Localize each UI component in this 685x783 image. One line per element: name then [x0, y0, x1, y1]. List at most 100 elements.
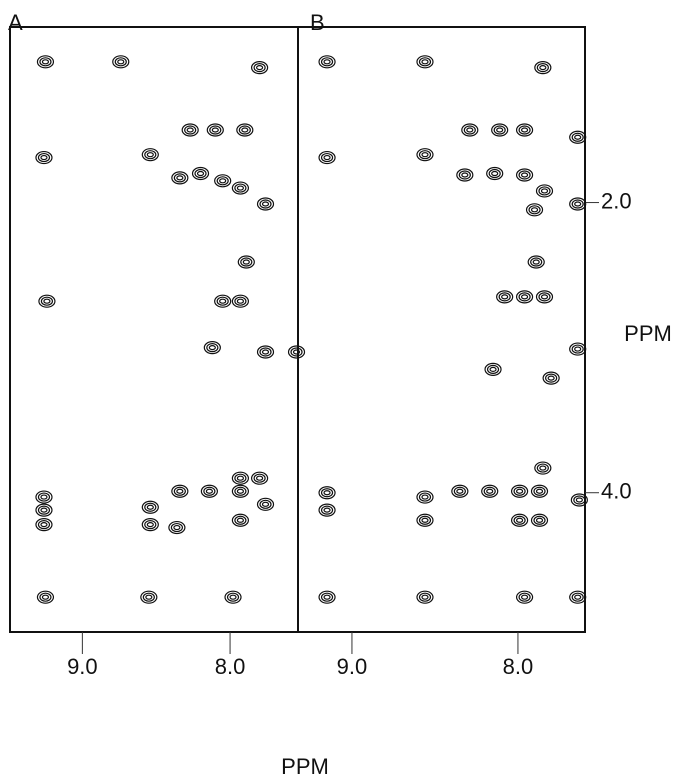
contour [214, 174, 232, 188]
contour [35, 503, 53, 517]
peak [171, 484, 189, 498]
panel-frame [9, 26, 299, 633]
contour [488, 168, 501, 179]
contour [569, 590, 587, 604]
peak [287, 345, 306, 359]
peak [416, 148, 434, 162]
peak [491, 123, 509, 137]
peak [140, 590, 158, 604]
peak [231, 471, 249, 485]
contour [540, 188, 549, 194]
contour [520, 127, 529, 133]
contour [237, 255, 255, 269]
contour [144, 502, 157, 512]
contour [418, 592, 432, 602]
contour [40, 507, 48, 513]
contour [112, 55, 130, 69]
contour [256, 497, 275, 511]
contour [323, 490, 331, 496]
contour [569, 130, 587, 144]
peak [35, 490, 53, 504]
contour [203, 486, 216, 496]
peak [484, 362, 502, 376]
contour [40, 296, 54, 306]
contour [37, 520, 51, 530]
contour [219, 178, 227, 184]
contour [532, 259, 540, 265]
x-axis-label: PPM [281, 754, 329, 779]
peak [112, 55, 130, 69]
contour [259, 347, 272, 357]
peak [486, 166, 504, 181]
peak [534, 61, 552, 75]
contour [527, 255, 545, 269]
contour [39, 57, 52, 67]
contour [493, 125, 506, 135]
contour [231, 471, 249, 485]
contour [36, 55, 55, 69]
contour [231, 513, 249, 527]
contour [518, 170, 531, 180]
contour [416, 148, 434, 162]
contour [191, 166, 210, 181]
peak [206, 123, 224, 137]
contour [35, 518, 53, 532]
peak [569, 590, 587, 604]
contour [489, 366, 497, 372]
contour [573, 495, 586, 505]
contour [234, 515, 247, 525]
contour [229, 594, 237, 600]
contour [418, 150, 432, 160]
contour [168, 520, 186, 535]
panel-frame [297, 26, 586, 633]
peak [200, 484, 218, 498]
contour [171, 171, 189, 185]
contour [35, 150, 53, 165]
peak [515, 590, 534, 604]
contour [461, 123, 479, 137]
contour [318, 55, 336, 69]
contour [525, 203, 544, 217]
contour [141, 500, 159, 514]
peak [251, 61, 269, 75]
contour [571, 592, 584, 602]
contour [515, 590, 534, 604]
contour [496, 290, 514, 304]
peak [35, 518, 53, 532]
contour [320, 152, 334, 163]
contour [146, 152, 154, 158]
peak [451, 484, 469, 498]
contour [40, 494, 48, 500]
peak [318, 486, 336, 500]
peak [231, 181, 249, 195]
contour [536, 463, 549, 473]
contour [571, 132, 584, 142]
contour [458, 170, 471, 180]
contour [545, 373, 558, 383]
peak [535, 184, 554, 198]
contour [318, 590, 336, 604]
contour [323, 154, 331, 161]
contour [515, 290, 534, 304]
contour [171, 484, 189, 498]
contour [520, 172, 529, 178]
contour [173, 524, 181, 531]
contour [539, 465, 547, 471]
x-tick-label: 9.0 [337, 654, 368, 679]
contour [515, 517, 524, 523]
peak [141, 148, 159, 162]
contour [456, 488, 464, 494]
contour [35, 490, 53, 504]
contour [483, 486, 496, 496]
contour [206, 343, 219, 353]
x-tick-label: 9.0 [67, 654, 98, 679]
contour [40, 522, 48, 528]
contour [200, 484, 218, 498]
contour [481, 484, 499, 498]
peak [569, 130, 587, 144]
contour [416, 513, 434, 527]
contour [513, 515, 526, 525]
peak [141, 500, 159, 514]
peak [141, 518, 159, 532]
peak [515, 123, 534, 137]
